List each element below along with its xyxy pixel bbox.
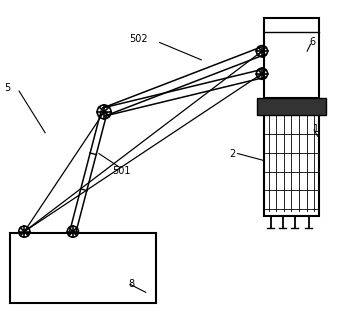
Bar bbox=[264, 112, 319, 216]
Text: 5: 5 bbox=[4, 83, 10, 93]
Bar bbox=[264, 18, 319, 98]
Text: 502: 502 bbox=[129, 34, 148, 44]
Text: 6: 6 bbox=[309, 37, 315, 47]
Bar bbox=[10, 233, 156, 303]
Text: 8: 8 bbox=[129, 279, 135, 289]
Text: 2: 2 bbox=[229, 149, 236, 159]
Text: 1: 1 bbox=[313, 124, 319, 134]
Bar bbox=[257, 98, 326, 115]
Text: 501: 501 bbox=[112, 166, 131, 176]
